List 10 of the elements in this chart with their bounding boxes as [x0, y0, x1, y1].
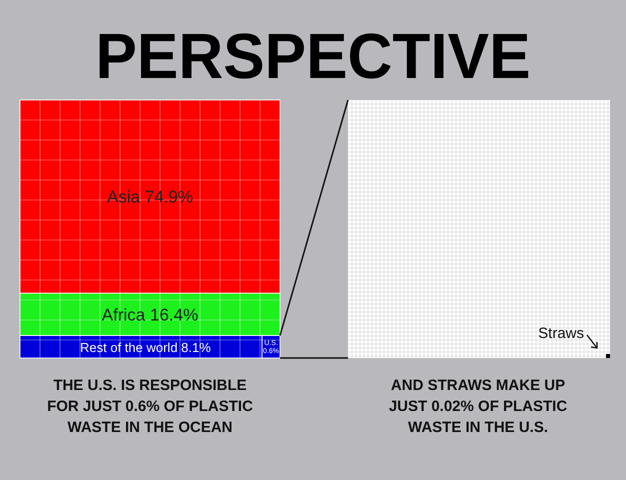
- category-label: Rest of the world: [80, 340, 178, 355]
- text: PERSPECTIVE: [96, 20, 544, 92]
- category-label: Straws: [538, 325, 584, 342]
- text: AND STRAWS MAKE UP JUST 0.02% OF PLASTIC WASTE IN THE U.S.: [388, 377, 568, 436]
- text: THE U.S. IS RESPONSIBLE FOR JUST 0.6% OF PLASTIC WASTE IN THE OCEAN: [47, 377, 254, 436]
- data-label: 8.1%: [181, 340, 211, 355]
- category-label: Africa: [102, 305, 146, 324]
- category-label: Asia: [106, 188, 140, 207]
- data-label: 74.9%: [144, 188, 194, 207]
- data-label: 16.4%: [150, 305, 198, 324]
